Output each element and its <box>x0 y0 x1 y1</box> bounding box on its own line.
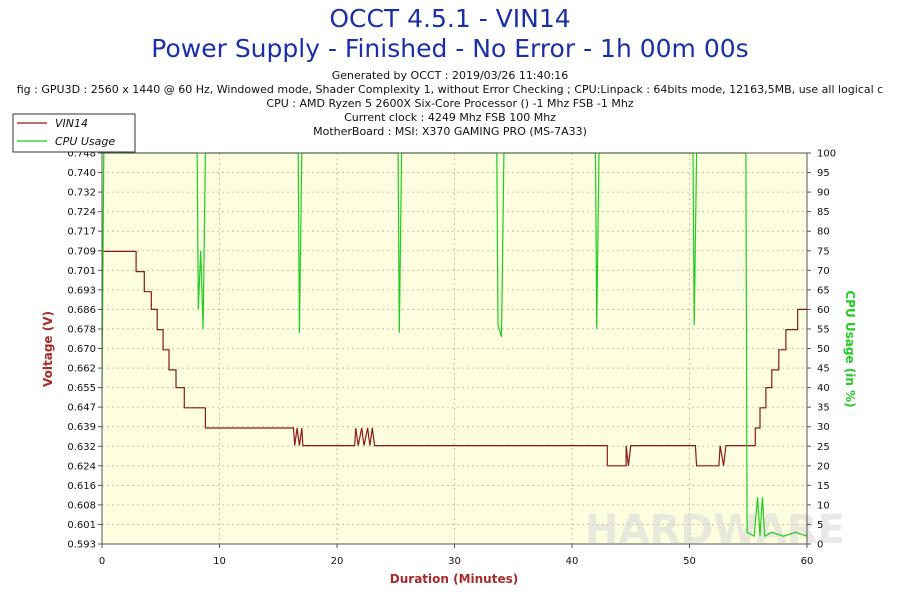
x-tick-label: 50 <box>683 556 696 567</box>
y-axis-label: Voltage (V) <box>41 311 55 387</box>
y-tick-label: 0.639 <box>67 422 96 433</box>
y2-axis-label: CPU Usage (in %) <box>843 290 857 407</box>
y2-tick-label: 100 <box>817 149 836 160</box>
y2-tick-label: 35 <box>817 403 830 414</box>
x-tick-label: 0 <box>99 556 105 567</box>
y-tick-label: 0.709 <box>67 246 96 257</box>
y-tick-label: 0.740 <box>67 168 96 179</box>
y2-tick-label: 55 <box>817 324 830 335</box>
y2-tick-label: 80 <box>817 227 830 238</box>
x-tick-label: 40 <box>566 556 579 567</box>
y2-tick-label: 45 <box>817 364 830 375</box>
info-line-cpu: CPU : AMD Ryzen 5 2600X Six-Core Process… <box>266 97 634 110</box>
y2-tick-label: 40 <box>817 383 830 394</box>
x-tick-label: 20 <box>331 556 344 567</box>
y-tick-label: 0.717 <box>67 227 96 238</box>
grid-lines <box>102 153 807 544</box>
series-line-vin14 <box>102 250 807 467</box>
y2-tick-label: 65 <box>817 285 830 296</box>
x-tick-label: 10 <box>213 556 226 567</box>
y-tick-label: 0.686 <box>67 305 96 316</box>
y2-tick-label: 15 <box>817 481 830 492</box>
x-tick-label: 60 <box>801 556 814 567</box>
y-tick-label: 0.655 <box>67 383 96 394</box>
watermark-text: HARDWARE <box>585 507 845 553</box>
legend-box <box>12 113 136 153</box>
info-line-config: fig : GPU3D : 2560 x 1440 @ 60 Hz, Windo… <box>16 83 884 96</box>
plot-frame <box>101 152 808 545</box>
legend-label-cpu-usage: CPU Usage <box>55 135 115 148</box>
y2-tick-label: 90 <box>817 188 830 199</box>
info-line-clock: Current clock : 4249 Mhz FSB 100 Mhz <box>344 111 556 124</box>
x-tick-label: 30 <box>448 556 461 567</box>
y-tick-label: 0.693 <box>67 285 96 296</box>
y2-tick-label: 25 <box>817 442 830 453</box>
info-line-generated: Generated by OCCT : 2019/03/26 11:40:16 <box>331 69 569 82</box>
y2-tick-label: 10 <box>817 500 830 511</box>
chart-subtitle: Power Supply - Finished - No Error - 1h … <box>151 34 749 63</box>
chart-title: OCCT 4.5.1 - VIN14 <box>329 4 571 33</box>
y-tick-label: 0.724 <box>67 207 96 218</box>
y2-tick-label: 0 <box>817 540 823 551</box>
y-tick-label: 0.678 <box>67 324 96 335</box>
y2-tick-label: 70 <box>817 266 830 277</box>
y-tick-label: 0.647 <box>67 403 96 414</box>
y-tick-label: 0.748 <box>67 149 96 160</box>
legend-label-vin14: VIN14 <box>55 117 88 130</box>
y-tick-label: 0.632 <box>67 442 96 453</box>
y-tick-label: 0.732 <box>67 188 96 199</box>
y2-tick-label: 75 <box>817 246 830 257</box>
y-tick-label: 0.593 <box>67 540 96 551</box>
y-tick-label: 0.662 <box>67 364 96 375</box>
y-tick-label: 0.608 <box>67 500 96 511</box>
y-tick-label: 0.624 <box>67 461 96 472</box>
y2-tick-label: 60 <box>817 305 830 316</box>
y-tick-label: 0.616 <box>67 481 96 492</box>
legend: VIN14 CPU Usage <box>12 113 136 153</box>
y-tick-label: 0.601 <box>67 520 96 531</box>
y2-tick-label: 5 <box>817 520 823 531</box>
y2-tick-label: 50 <box>817 344 830 355</box>
y-tick-label: 0.701 <box>67 266 96 277</box>
y2-tick-label: 95 <box>817 168 830 179</box>
y2-tick-label: 85 <box>817 207 830 218</box>
y2-tick-label: 20 <box>817 461 830 472</box>
y2-tick-label: 30 <box>817 422 830 433</box>
x-axis-label: Duration (Minutes) <box>390 572 518 586</box>
y-tick-label: 0.670 <box>67 344 96 355</box>
info-line-motherboard: MotherBoard : MSI: X370 GAMING PRO (MS-7… <box>313 125 587 138</box>
